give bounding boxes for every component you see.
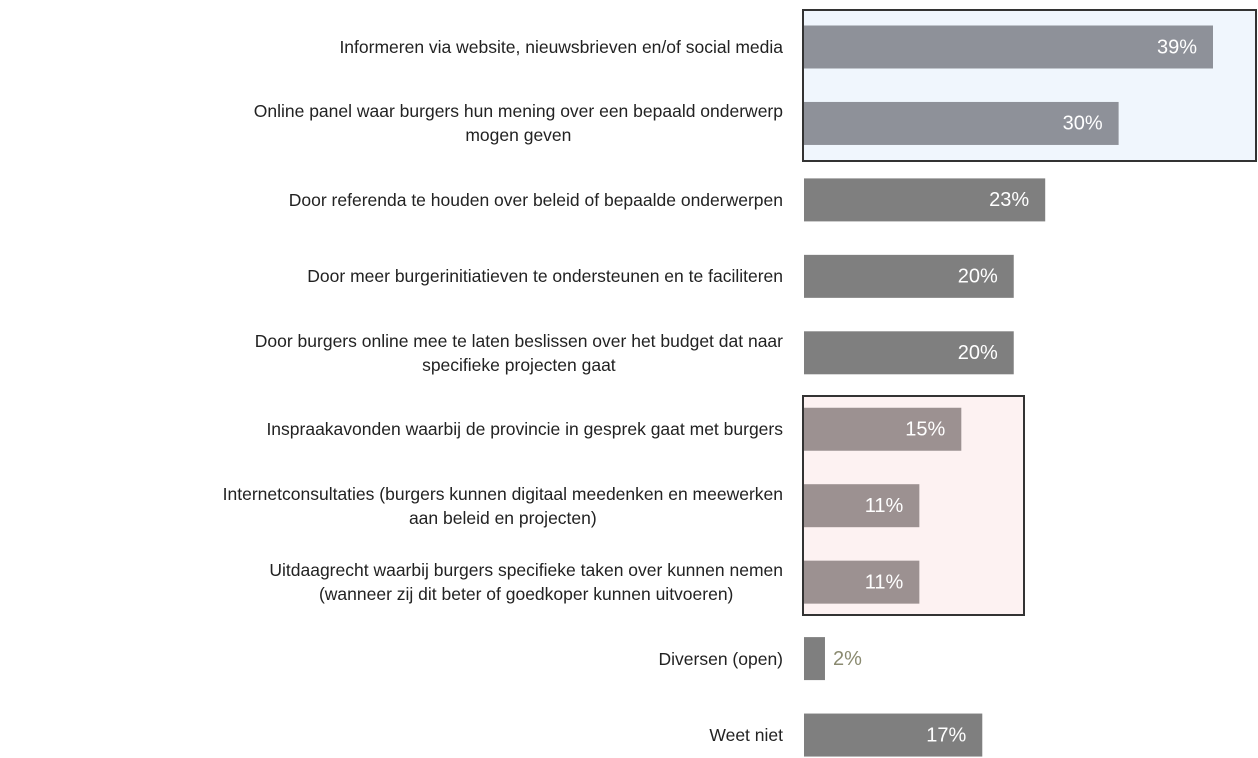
bar [804, 25, 1213, 69]
bar [804, 484, 920, 528]
data-label: 39% [1157, 36, 1197, 58]
category-label: Door referenda te houden over beleid of … [288, 189, 783, 210]
bar [804, 178, 1046, 222]
category-label: Door meer burgerinitiatieven te onderste… [307, 266, 783, 287]
category-label: Internetconsultaties (burgers kunnen dig… [222, 483, 783, 528]
category-label: Inspraakavonden waarbij de provincie in … [266, 419, 783, 440]
category-label: Uitdaagrecht waarbij burgers specifieke … [269, 560, 783, 605]
category-label: Online panel waar burgers hun mening ove… [253, 101, 783, 146]
data-label: 20% [958, 342, 998, 364]
bar [804, 407, 962, 451]
data-label: 15% [905, 419, 945, 441]
category-label: Diversen (open) [658, 648, 784, 669]
data-label: 11% [865, 571, 904, 593]
bar [804, 713, 983, 757]
data-label: 2% [833, 648, 862, 670]
data-label: 17% [926, 724, 966, 746]
bar [804, 331, 1014, 375]
category-label: Informeren via website, nieuwsbrieven en… [339, 37, 783, 57]
data-label: 11% [865, 495, 904, 517]
bar [804, 101, 1119, 145]
bar [804, 254, 1014, 298]
data-label: 30% [1063, 113, 1103, 135]
category-label: Door burgers online mee te laten besliss… [254, 330, 783, 375]
data-label: 20% [958, 266, 998, 288]
bar [804, 560, 920, 604]
category-label: Weet niet [709, 725, 783, 746]
bar [804, 637, 825, 681]
data-label: 23% [989, 189, 1029, 211]
